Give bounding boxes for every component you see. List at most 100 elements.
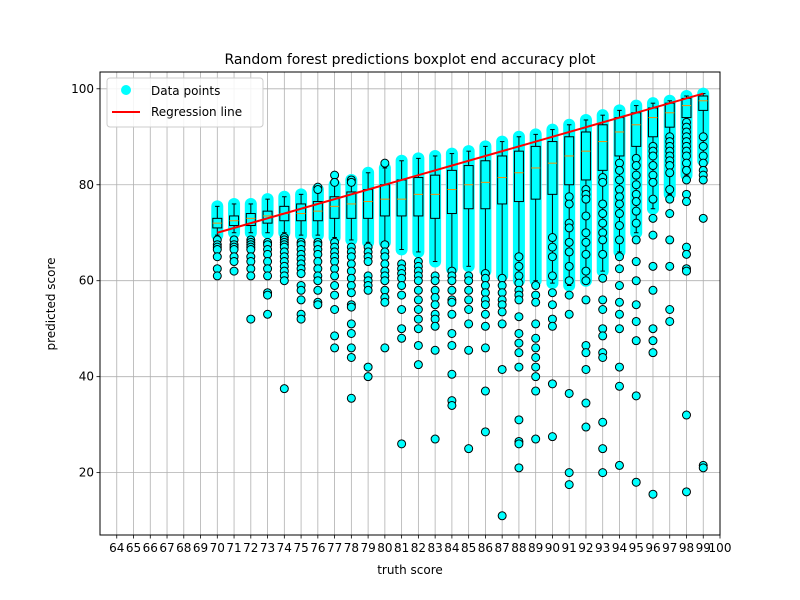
box-iqr [446, 169, 457, 215]
outlier-point [614, 309, 624, 319]
outlier-point [514, 295, 524, 305]
outlier-point [514, 338, 524, 348]
outlier-point [665, 168, 675, 178]
outlier-point [447, 309, 457, 319]
outlier-point [531, 281, 541, 291]
outlier-point [397, 324, 407, 334]
outlier-point [581, 364, 591, 374]
outlier-point [430, 345, 440, 355]
x-tick-label: 79 [360, 541, 375, 555]
y-tick-label: 60 [79, 274, 94, 288]
legend: Data points Regression line [106, 77, 264, 128]
outlier-point [229, 266, 239, 276]
outlier-point [631, 197, 641, 207]
outlier-point [614, 175, 624, 185]
y-axis-ticks: 20 40 60 80 100 [71, 82, 100, 480]
x-tick-label: 82 [411, 541, 426, 555]
outlier-point [564, 237, 574, 247]
outlier-point [531, 434, 541, 444]
outlier-point [614, 221, 624, 231]
outlier-point [330, 290, 340, 300]
outlier-point [631, 336, 641, 346]
outlier-point [547, 288, 557, 298]
outlier-point [380, 276, 390, 286]
outlier-point [631, 235, 641, 245]
outlier-point [598, 209, 608, 219]
x-tick-label: 88 [511, 541, 526, 555]
outlier-point [564, 223, 574, 233]
outlier-point [547, 432, 557, 442]
outlier-point [363, 362, 373, 372]
outlier-point [698, 175, 708, 185]
legend-label-data-points: Data points [151, 84, 220, 98]
box-iqr [329, 196, 340, 219]
outlier-point [631, 170, 641, 180]
box-iqr [296, 203, 307, 222]
box-iqr [530, 145, 541, 200]
x-tick-label: 99 [696, 541, 711, 555]
outlier-point [497, 364, 507, 374]
outlier-point [464, 285, 474, 295]
outlier-point [698, 141, 708, 151]
outlier-point [681, 165, 691, 175]
outlier-point [598, 304, 608, 314]
outlier-point [598, 235, 608, 245]
outlier-point [346, 302, 356, 312]
x-tick-label: 92 [578, 541, 593, 555]
outlier-point [547, 242, 557, 252]
outlier-point [681, 249, 691, 259]
x-tick-label: 96 [645, 541, 660, 555]
outlier-point [531, 297, 541, 307]
regression-layer [217, 92, 704, 234]
outlier-point [698, 213, 708, 223]
x-tick-label: 90 [545, 541, 560, 555]
x-tick-label: 81 [394, 541, 409, 555]
box-iqr [245, 213, 256, 227]
outlier-point [631, 316, 641, 326]
outlier-point [598, 199, 608, 209]
outlier-point [631, 300, 641, 310]
outlier-point [430, 321, 440, 331]
outlier-point [648, 489, 658, 499]
outlier-point [330, 177, 340, 187]
outlier-point [648, 261, 658, 271]
outlier-point [397, 290, 407, 300]
outlier-point [413, 285, 423, 295]
outlier-point [648, 213, 658, 223]
x-tick-label: 95 [629, 541, 644, 555]
plot-area-frame [99, 71, 721, 536]
outlier-point [330, 343, 340, 353]
outlier-point [531, 319, 541, 329]
outlier-point [665, 235, 675, 245]
outlier-point [648, 194, 658, 204]
outlier-point [547, 271, 557, 281]
outlier-point [296, 314, 306, 324]
outlier-point [614, 281, 624, 291]
outlier-point [547, 321, 557, 331]
outlier-point [212, 252, 222, 262]
chart-title: Random forest predictions boxplot end ac… [224, 52, 596, 68]
outlier-point [531, 352, 541, 362]
outlier-point [413, 295, 423, 305]
outlier-point [581, 228, 591, 238]
outlier-point [564, 480, 574, 490]
x-tick-label: 76 [310, 541, 325, 555]
outlier-point [598, 352, 608, 362]
x-tick-label: 71 [226, 541, 241, 555]
outlier-point [514, 439, 524, 449]
box-iqr [547, 141, 558, 195]
outlier-point [665, 185, 675, 195]
outlier-point [514, 362, 524, 372]
outlier-point [564, 247, 574, 257]
outlier-point [665, 209, 675, 219]
outlier-point [363, 372, 373, 382]
outlier-point [296, 295, 306, 305]
outlier-point [480, 309, 490, 319]
outlier-point [447, 369, 457, 379]
outlier-point [681, 175, 691, 185]
outlier-point [346, 319, 356, 329]
box-iqr [480, 160, 491, 210]
legend-frame [106, 77, 264, 128]
outlier-point [447, 328, 457, 338]
outlier-point [614, 264, 624, 274]
